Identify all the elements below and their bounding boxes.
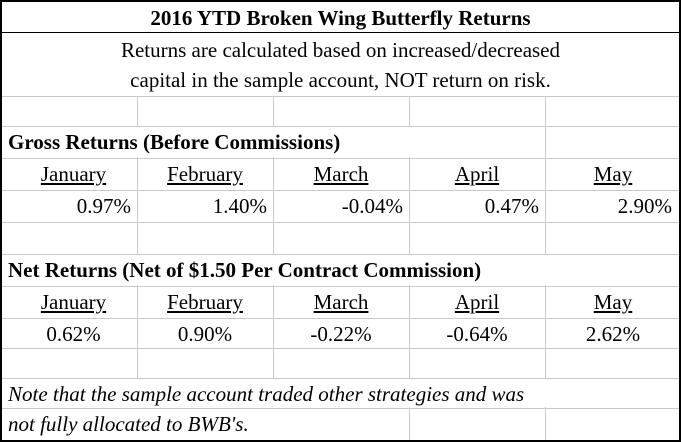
- net-value-april: -0.64%: [446, 322, 508, 346]
- net-month-march: March: [313, 290, 369, 314]
- gross-month-january: January: [40, 162, 107, 186]
- note-line-2: not fully allocated to BWB's.: [8, 412, 249, 436]
- note-line-1: Note that the sample account traded othe…: [8, 382, 525, 406]
- gross-value-february: 1.40%: [212, 194, 267, 218]
- subtitle-line-1: Returns are calculated based on increase…: [120, 38, 561, 62]
- net-month-april: April: [454, 290, 500, 314]
- net-month-february: February: [167, 290, 243, 314]
- gross-month-february: February: [167, 162, 243, 186]
- gross-month-march: March: [313, 162, 369, 186]
- gross-value-april: 0.47%: [484, 194, 539, 218]
- net-returns-heading: Net Returns (Net of $1.50 Per Contract C…: [8, 258, 482, 282]
- net-value-may: 2.62%: [585, 322, 641, 346]
- subtitle-line-2: capital in the sample account, NOT retur…: [130, 68, 551, 92]
- net-value-january: 0.62%: [46, 322, 101, 346]
- gross-value-january: 0.97%: [76, 194, 131, 218]
- net-value-february: 0.90%: [177, 322, 233, 346]
- net-month-january: January: [40, 290, 107, 314]
- gross-month-april: April: [454, 162, 500, 186]
- table-title: 2016 YTD Broken Wing Butterfly Returns: [150, 6, 531, 30]
- gross-value-march: -0.04%: [341, 194, 403, 218]
- gross-value-may: 2.90%: [617, 194, 672, 218]
- gross-month-may: May: [593, 162, 633, 186]
- gross-returns-heading: Gross Returns (Before Commissions): [8, 130, 341, 154]
- net-month-may: May: [593, 290, 633, 314]
- net-value-march: -0.22%: [310, 322, 372, 346]
